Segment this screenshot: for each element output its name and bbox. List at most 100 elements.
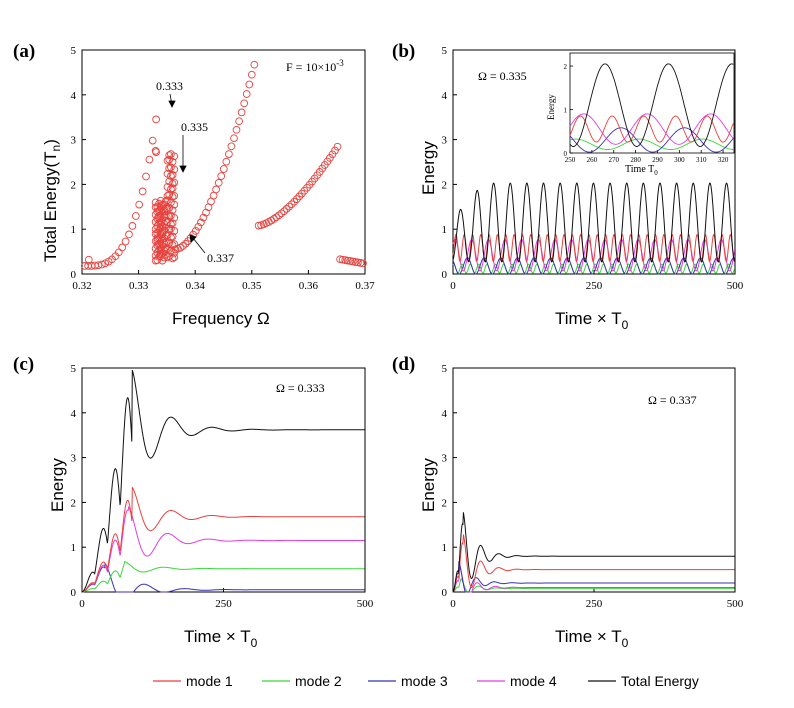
series-line-c-mode-1 (81, 487, 365, 593)
scatter-point (333, 142, 342, 151)
scatter-point (163, 156, 172, 165)
scatter-point (165, 212, 174, 221)
lines-c (81, 369, 365, 593)
d-ytick-label: 0 (442, 587, 448, 599)
scatter-point (168, 232, 177, 241)
c-xtick-label: 0 (79, 598, 85, 610)
scatter-point (165, 151, 174, 160)
force-annotation: F = 10×10-3 (286, 58, 344, 74)
scatter-point (235, 117, 243, 126)
lines-b (452, 182, 735, 275)
scatter-point (160, 207, 168, 216)
a-xtick-label: 0.36 (299, 280, 319, 292)
annotation-arrows-a (168, 93, 206, 254)
scatter-point (328, 150, 337, 159)
inset-line-mode-1 (569, 115, 734, 143)
scatter-point (163, 183, 172, 191)
d-xtick-label: 250 (586, 598, 603, 610)
scatter-point (351, 258, 360, 266)
legend: mode 1 mode 2 mode 3 mode 4 Total Energy (153, 673, 699, 689)
inset-xtick-label: 250 (565, 156, 576, 164)
scatter-point (163, 244, 172, 253)
series-line-c-mode-4 (81, 505, 365, 593)
scatter-point (158, 230, 167, 238)
a-ytick-label: 2 (71, 179, 77, 191)
legend-label: mode 2 (295, 673, 342, 689)
legend-label: mode 1 (186, 673, 233, 689)
c-xtick-label: 250 (215, 598, 232, 610)
y-axis-label-c: Energy (48, 458, 67, 512)
scatter-point (165, 177, 174, 186)
inset-ytick-label: 1 (564, 107, 568, 115)
b-ytick-label: 1 (442, 224, 448, 236)
d-xtick-label: 0 (450, 598, 456, 610)
series-line-b-mode-1 (452, 233, 735, 263)
scatter-point (181, 239, 190, 248)
a-ytick-label: 5 (71, 45, 77, 57)
inset-frame (569, 52, 735, 154)
scatter-point (153, 229, 162, 238)
d-ytick-label: 1 (442, 542, 448, 554)
b-ytick-label: 4 (442, 90, 448, 102)
omega-annotation-d: Ω = 0.337 (648, 393, 697, 407)
scatter-point (156, 252, 165, 261)
scatter-point (277, 209, 286, 218)
scatter-point (214, 178, 223, 187)
scatter-point (165, 225, 174, 234)
a-ytick-label: 4 (71, 90, 77, 102)
inset-line-mode-4 (569, 113, 734, 145)
legend-label: mode 4 (510, 673, 557, 689)
inset-ytick-label: 0 (564, 150, 568, 158)
scatter-point (295, 192, 304, 201)
a-xtick-label: 0.35 (242, 280, 262, 292)
panel-a: (a) 0.32 0.33 0.34 0.35 0.36 0.37 0 1 2 3 4 5 F = 1… (13, 41, 375, 328)
inset-xtick-label: 320 (718, 156, 729, 164)
inset-xtick-label: 260 (587, 156, 598, 164)
scatter-point (287, 200, 296, 209)
ticks-c: 0 250 500 0 1 2 3 4 5 (71, 363, 374, 610)
scatter-point (168, 184, 177, 192)
d-ytick-label: 5 (442, 363, 448, 375)
d-xtick-label: 500 (727, 598, 744, 610)
scatter-point (168, 171, 177, 179)
x-axis-label-d: Time × T0 (555, 627, 629, 650)
scatter-point (153, 236, 162, 245)
scatter-point (219, 165, 228, 173)
b-xtick-label: 500 (727, 280, 744, 292)
scatter-point (152, 115, 160, 124)
inset-x-label: Time T0 (625, 164, 658, 177)
series-line-b-total-energy (452, 182, 735, 263)
scatter-point (359, 259, 367, 268)
scatter-point (97, 260, 106, 269)
b-ytick-label: 0 (442, 269, 448, 281)
scatter-point (338, 255, 347, 264)
scatter-point (170, 191, 179, 200)
panel-label-b: (b) (392, 41, 415, 62)
series-line-d-mode-3 (452, 560, 735, 593)
panel-label-a: (a) (13, 41, 35, 62)
a-xtick-label: 0.33 (129, 280, 149, 292)
scatter-point (354, 258, 362, 267)
scatter-point (197, 218, 205, 227)
c-ytick-label: 3 (71, 453, 77, 465)
scatter-point (118, 243, 127, 252)
b-ytick-label: 3 (442, 135, 448, 147)
legend-label: mode 3 (401, 673, 448, 689)
scatter-point (254, 221, 263, 230)
scatter-point (138, 187, 147, 196)
scatter-point (158, 256, 167, 265)
scatter-point (170, 253, 179, 262)
scatter-point (151, 198, 160, 207)
scatter-point (155, 214, 163, 223)
series-line-d-total-energy (452, 512, 735, 593)
scatter-point (165, 239, 174, 247)
y-axis-label-b: Energy (419, 141, 438, 195)
c-xtick-label: 500 (357, 598, 374, 610)
d-ytick-label: 3 (442, 453, 448, 465)
scatter-point (128, 222, 137, 230)
scatter-point (156, 218, 165, 227)
inset-line-mode-3 (569, 127, 734, 153)
scatter-point (160, 234, 168, 243)
scatter-point (167, 163, 175, 172)
